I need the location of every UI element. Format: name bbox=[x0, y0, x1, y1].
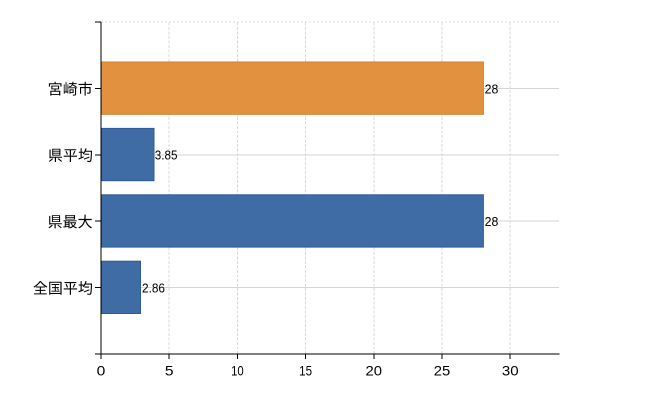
svg-text:5: 5 bbox=[165, 362, 174, 378]
svg-text:10: 10 bbox=[231, 362, 244, 378]
svg-text:28: 28 bbox=[485, 214, 499, 229]
svg-text:20: 20 bbox=[366, 362, 383, 378]
svg-text:15: 15 bbox=[299, 362, 312, 378]
svg-text:30: 30 bbox=[502, 362, 519, 378]
svg-text:28: 28 bbox=[485, 81, 499, 96]
svg-text:25: 25 bbox=[434, 362, 451, 378]
svg-text:2.86: 2.86 bbox=[142, 281, 165, 296]
svg-text:0: 0 bbox=[97, 362, 106, 378]
svg-text:3.85: 3.85 bbox=[155, 147, 178, 162]
